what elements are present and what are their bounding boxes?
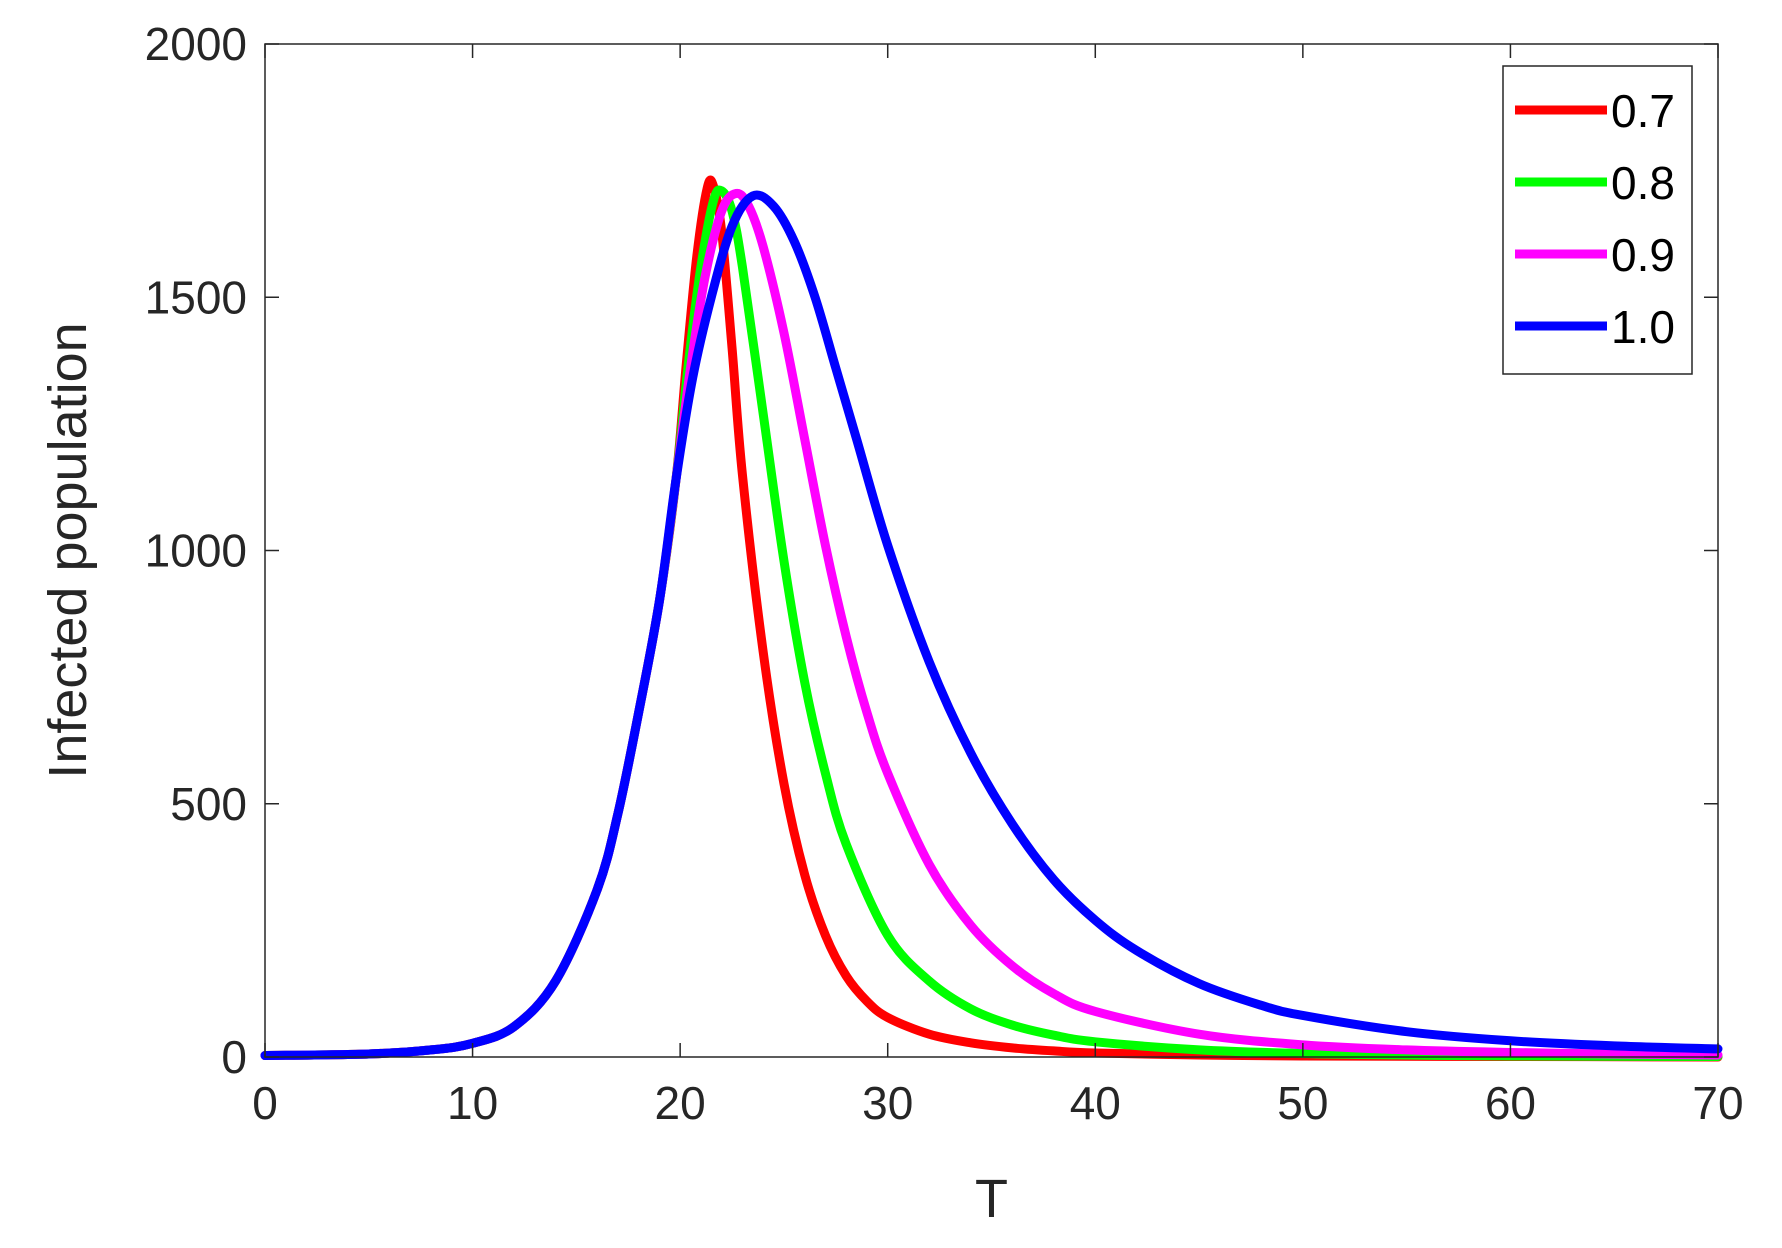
series-line-1-0 (260, 190, 1723, 1060)
x-tick-label: 70 (1692, 1077, 1743, 1129)
y-tick-label: 0 (221, 1031, 247, 1083)
legend[interactable]: 0.7 0.8 0.9 1.0 (1502, 65, 1693, 375)
x-tick-label: 30 (862, 1077, 913, 1129)
legend-label-1-0: 1.0 (1611, 301, 1675, 353)
y-tick-label: 500 (170, 778, 247, 830)
x-tick-label: 0 (252, 1077, 278, 1129)
x-tick-label: 60 (1485, 1077, 1536, 1129)
x-tick-label: 40 (1070, 1077, 1121, 1129)
y-tick-labels: 0 500 1000 1500 2000 (145, 18, 247, 1083)
x-tick-label: 10 (447, 1077, 498, 1129)
x-axis-title: T (975, 1169, 1008, 1229)
plot-area-background (265, 44, 1718, 1057)
y-axis-title: Infected population (38, 322, 98, 778)
x-tick-label: 20 (655, 1077, 706, 1129)
legend-label-0-8: 0.8 (1611, 157, 1675, 209)
y-tick-label: 2000 (145, 18, 247, 70)
x-tick-labels: 0 10 20 30 40 50 60 70 (252, 1077, 1743, 1129)
plot-frame (264, 43, 1719, 1058)
series-lines (260, 175, 1723, 1062)
y-tick-label: 1000 (145, 525, 247, 577)
y-tick-label: 1500 (145, 271, 247, 323)
x-tick-label: 50 (1277, 1077, 1328, 1129)
legend-label-0-7: 0.7 (1611, 85, 1675, 137)
legend-label-0-9: 0.9 (1611, 229, 1675, 281)
